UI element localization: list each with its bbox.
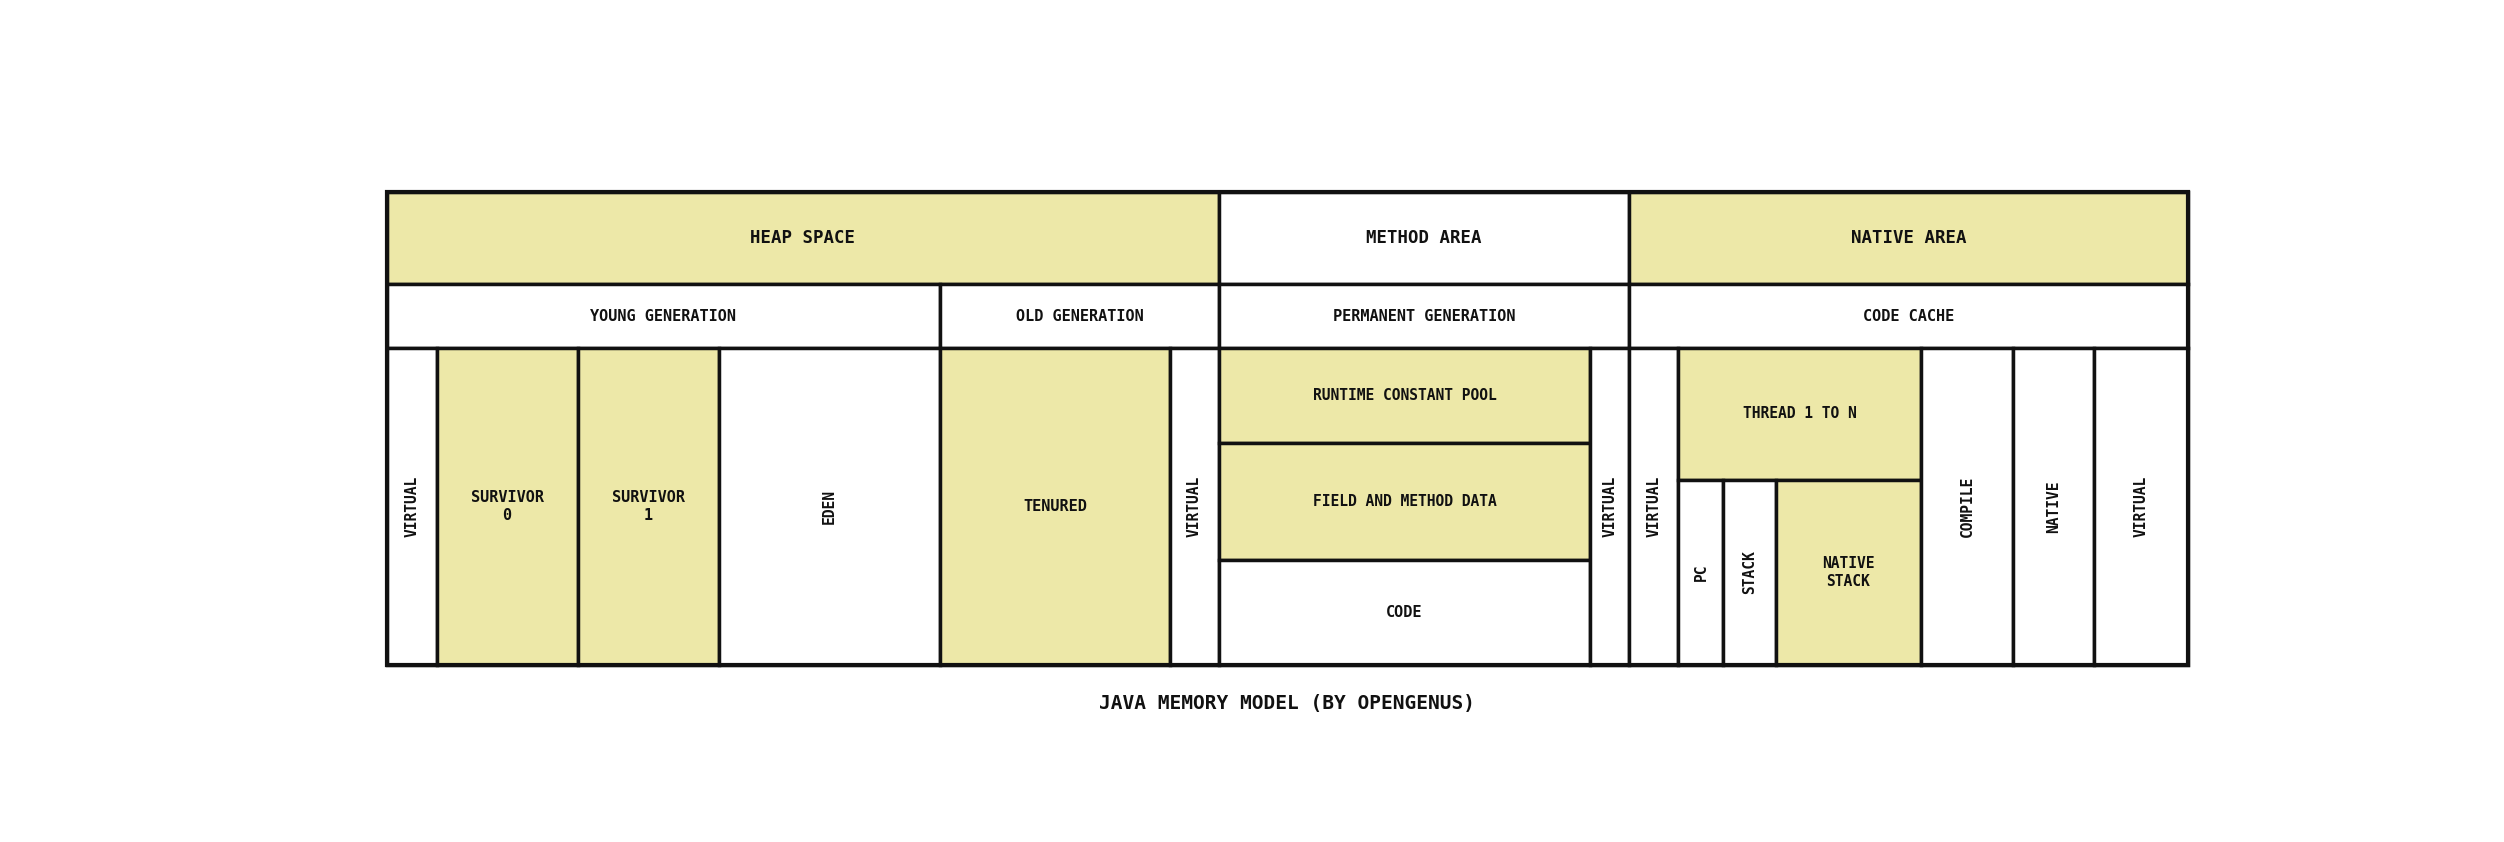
Bar xyxy=(1630,192,2188,284)
Bar xyxy=(939,284,1219,348)
Text: NATIVE: NATIVE xyxy=(2046,480,2061,533)
Text: VIRTUAL: VIRTUAL xyxy=(1648,476,1663,537)
Text: VIRTUAL: VIRTUAL xyxy=(1603,476,1618,537)
Text: THREAD 1 TO N: THREAD 1 TO N xyxy=(1743,407,1858,421)
Bar xyxy=(436,348,578,665)
Text: STACK: STACK xyxy=(1743,551,1758,594)
Text: VIRTUAL: VIRTUAL xyxy=(403,476,418,537)
Bar xyxy=(719,348,939,665)
Text: SURVIVOR
1: SURVIVOR 1 xyxy=(611,490,684,524)
Text: OLD GENERATION: OLD GENERATION xyxy=(1017,308,1144,323)
Text: NATIVE
STACK: NATIVE STACK xyxy=(1823,556,1875,589)
Bar xyxy=(386,284,939,348)
Text: YOUNG GENERATION: YOUNG GENERATION xyxy=(591,308,736,323)
Bar xyxy=(2093,348,2188,665)
Bar xyxy=(1590,348,1630,665)
Text: TENURED: TENURED xyxy=(1024,499,1087,514)
Text: RUNTIME CONSTANT POOL: RUNTIME CONSTANT POOL xyxy=(1312,388,1497,403)
Bar xyxy=(1921,348,2013,665)
Bar xyxy=(1678,480,1723,665)
Bar xyxy=(1219,284,1630,348)
Text: NATIVE AREA: NATIVE AREA xyxy=(1850,229,1966,247)
Text: PC: PC xyxy=(1693,563,1708,581)
Text: JAVA MEMORY MODEL (BY OPENGENUS): JAVA MEMORY MODEL (BY OPENGENUS) xyxy=(1099,695,1475,713)
Text: COMPILE: COMPILE xyxy=(1961,476,1976,537)
Bar xyxy=(1219,443,1590,561)
Text: HEAP SPACE: HEAP SPACE xyxy=(751,229,856,247)
Bar xyxy=(1630,284,2188,348)
Bar xyxy=(578,348,719,665)
Bar xyxy=(939,348,1169,665)
Text: SURVIVOR
0: SURVIVOR 0 xyxy=(471,490,543,524)
Text: CODE: CODE xyxy=(1387,605,1422,621)
Text: EDEN: EDEN xyxy=(821,489,836,524)
Text: FIELD AND METHOD DATA: FIELD AND METHOD DATA xyxy=(1312,494,1497,509)
Bar xyxy=(386,348,436,665)
Bar xyxy=(1169,348,1219,665)
Text: PERMANENT GENERATION: PERMANENT GENERATION xyxy=(1332,308,1515,323)
Bar xyxy=(386,192,2188,665)
Bar xyxy=(1219,348,1590,443)
Text: VIRTUAL: VIRTUAL xyxy=(1187,476,1202,537)
Bar xyxy=(2013,348,2093,665)
Bar xyxy=(1723,480,1775,665)
Bar xyxy=(1219,192,1630,284)
Text: VIRTUAL: VIRTUAL xyxy=(2133,476,2148,537)
Bar xyxy=(1219,561,1590,665)
Text: CODE CACHE: CODE CACHE xyxy=(1863,308,1953,323)
Bar xyxy=(1775,480,1921,665)
Text: METHOD AREA: METHOD AREA xyxy=(1367,229,1482,247)
Bar xyxy=(386,192,1219,284)
Bar xyxy=(1630,348,1678,665)
Bar xyxy=(1678,348,1921,480)
